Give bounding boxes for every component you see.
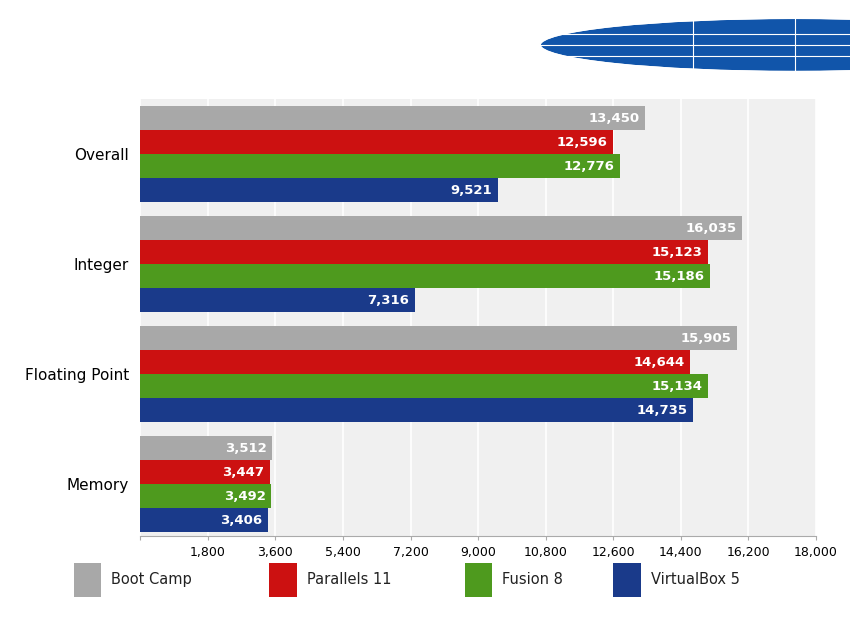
Bar [140,460,269,484]
Text: 12,776: 12,776 [564,160,615,172]
Text: Boot Camp: Boot Camp [111,572,192,587]
Bar [140,508,268,532]
Bar [140,436,272,460]
Text: 14,644: 14,644 [633,356,684,369]
Text: 15,123: 15,123 [651,246,702,259]
Bar [140,178,498,202]
Bar [614,563,641,596]
Bar [140,288,415,312]
Text: 15,186: 15,186 [654,270,705,283]
Text: 7,316: 7,316 [367,293,409,306]
Bar [140,326,737,350]
Text: 14,735: 14,735 [637,404,688,417]
Bar [140,484,271,508]
Text: 3,447: 3,447 [222,466,264,479]
Text: 12,596: 12,596 [557,136,608,149]
Bar [140,241,708,264]
Text: 13,450: 13,450 [588,112,639,125]
Text: 15,134: 15,134 [652,379,703,392]
Text: 15,905: 15,905 [681,332,732,345]
Text: 3,406: 3,406 [220,513,263,526]
Bar [140,264,711,288]
Text: Parallels 11: Parallels 11 [307,572,391,587]
Text: Geekbench 3.3.2 | Multi-Core: Geekbench 3.3.2 | Multi-Core [98,56,353,74]
Bar [74,563,101,596]
Bar [140,350,690,374]
Circle shape [540,18,850,72]
Bar [140,374,708,398]
Bar [140,154,620,178]
Text: 9,521: 9,521 [450,184,492,197]
Bar [465,563,492,596]
Text: 3,492: 3,492 [224,490,266,503]
Text: 2015 VM Benchmark Showdown: 2015 VM Benchmark Showdown [98,19,435,38]
Text: Fusion 8: Fusion 8 [502,572,564,587]
Text: 16,035: 16,035 [685,222,737,235]
Bar [140,216,742,241]
Bar [140,398,694,422]
Bar [269,563,297,596]
Text: 3,512: 3,512 [224,442,266,455]
Bar [140,107,645,130]
Bar [140,130,613,154]
Text: VirtualBox 5: VirtualBox 5 [651,572,740,587]
